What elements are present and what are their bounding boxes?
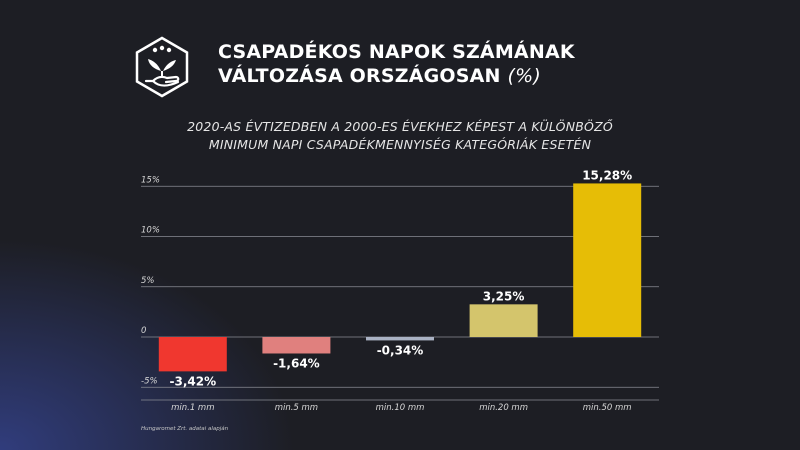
bar bbox=[262, 337, 331, 354]
bar-value-label: 3,25% bbox=[483, 289, 525, 303]
title-unit: (%) bbox=[507, 65, 541, 87]
y-tick-label: 10% bbox=[141, 226, 160, 236]
bar-value-label: -0,34% bbox=[377, 343, 424, 357]
y-tick-label: 15% bbox=[141, 175, 160, 185]
bar bbox=[573, 183, 642, 337]
x-tick-label: min.50 mm bbox=[583, 403, 632, 413]
x-tick-label: min.10 mm bbox=[376, 403, 425, 413]
subtitle-line-1: 2020-AS ÉVTIZEDBEN A 2000-ES ÉVEKHEZ KÉP… bbox=[187, 119, 613, 134]
y-tick-label: 5% bbox=[141, 276, 155, 286]
y-tick-label: -5% bbox=[141, 376, 158, 386]
bar-value-label: -1,64% bbox=[273, 356, 320, 370]
title-line-2-text: VÁLTOZÁSA ORSZÁGOSAN bbox=[218, 65, 501, 87]
title-line-1: CSAPADÉKOS NAPOK SZÁMÁNAK bbox=[218, 41, 575, 63]
subtitle-line-2: MINIMUM NAPI CSAPADÉKMENNYISÉG KATEGÓRIÁ… bbox=[208, 137, 592, 152]
bar-value-label: -3,42% bbox=[169, 374, 216, 388]
x-tick-label: min.20 mm bbox=[479, 403, 528, 413]
source-note: Hungaromet Zrt. adatai alapján bbox=[141, 426, 229, 432]
chart-title: CSAPADÉKOS NAPOK SZÁMÁNAK VÁLTOZÁSA ORSZ… bbox=[218, 40, 575, 88]
bar bbox=[469, 304, 538, 337]
y-tick-label: 0 bbox=[141, 326, 146, 336]
x-tick-label: min.5 mm bbox=[275, 403, 318, 413]
chart-subtitle: 2020-AS ÉVTIZEDBEN A 2000-ES ÉVEKHEZ KÉP… bbox=[0, 118, 800, 154]
x-tick-label: min.1 mm bbox=[171, 403, 214, 413]
plant-in-hand-rain-icon bbox=[135, 36, 189, 98]
title-line-2: VÁLTOZÁSA ORSZÁGOSAN (%) bbox=[218, 64, 575, 88]
bar bbox=[158, 337, 227, 372]
bar bbox=[366, 337, 434, 341]
bar-value-label: 15,28% bbox=[582, 168, 632, 182]
